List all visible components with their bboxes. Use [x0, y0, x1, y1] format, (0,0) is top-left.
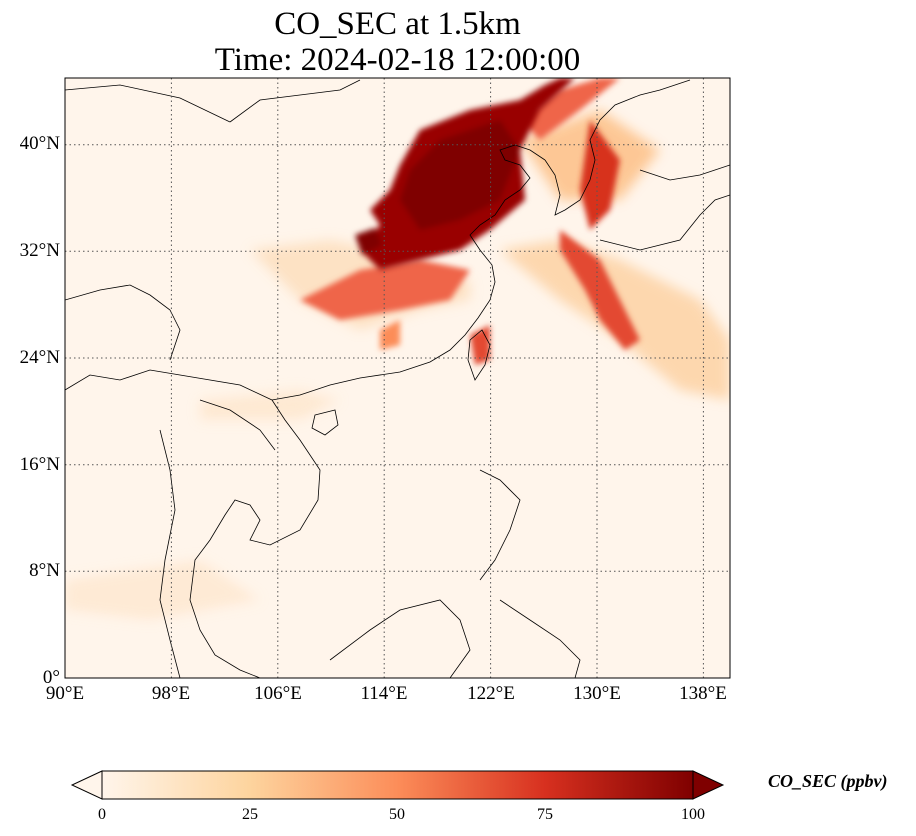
lat-tick-label: 8°N — [29, 560, 60, 581]
colorbar-tick-label: 25 — [242, 806, 258, 823]
lon-tick-label: 90°E — [45, 683, 85, 704]
colorbar — [70, 770, 725, 800]
lat-tick-label: 16°N — [19, 454, 60, 475]
colorbar-tick-label: 75 — [537, 806, 553, 823]
colorbar-min-extend — [70, 770, 103, 800]
map-time: Time: 2024-02-18 12:00:00 — [214, 42, 581, 78]
co-plume-field — [65, 78, 730, 620]
colorbar-label: CO_SEC (ppbv) — [768, 771, 888, 791]
lon-tick-label: 122°E — [467, 683, 515, 704]
lon-tick-label: 138°E — [679, 683, 727, 704]
map-title: CO_SEC at 1.5km — [274, 6, 521, 42]
lat-tick-label: 40°N — [19, 133, 60, 154]
lon-tick-label: 114°E — [360, 683, 408, 704]
colorbar-tick-label: 0 — [98, 806, 106, 823]
lat-tick-label: 24°N — [19, 347, 60, 368]
lon-tick-label: 98°E — [151, 683, 191, 704]
lon-tick-label: 106°E — [254, 683, 302, 704]
map-frame — [64, 77, 731, 679]
lon-tick-label: 130°E — [573, 683, 621, 704]
lat-tick-label: 0° — [42, 667, 60, 688]
coastlines — [65, 79, 730, 678]
colorbar-max-extend — [692, 770, 725, 800]
colorbar-tick-label: 50 — [389, 806, 405, 823]
lat-tick-label: 32°N — [19, 240, 60, 261]
colorbar-gradient — [101, 770, 694, 800]
colorbar-tick-label: 100 — [681, 806, 705, 823]
gridlines — [65, 78, 730, 678]
